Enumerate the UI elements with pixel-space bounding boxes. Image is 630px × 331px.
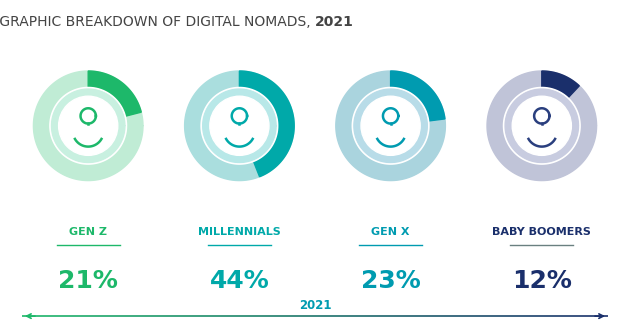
Polygon shape — [239, 71, 294, 177]
Polygon shape — [33, 71, 143, 181]
Text: DEMOGRAPHIC BREAKDOWN OF DIGITAL NOMADS,: DEMOGRAPHIC BREAKDOWN OF DIGITAL NOMADS, — [0, 15, 315, 29]
Polygon shape — [203, 89, 276, 163]
Circle shape — [59, 96, 118, 155]
Text: 2021: 2021 — [299, 299, 331, 312]
Polygon shape — [391, 71, 445, 121]
Circle shape — [210, 96, 269, 155]
Polygon shape — [487, 71, 597, 181]
Text: 2021: 2021 — [315, 15, 354, 29]
Text: BABY BOOMERS: BABY BOOMERS — [493, 227, 591, 237]
Text: 21%: 21% — [58, 269, 118, 293]
Text: 23%: 23% — [361, 269, 420, 293]
Polygon shape — [503, 87, 580, 164]
Text: MILLENNIALS: MILLENNIALS — [198, 227, 281, 237]
Text: 44%: 44% — [210, 269, 269, 293]
Text: 12%: 12% — [512, 269, 572, 293]
Polygon shape — [505, 89, 578, 163]
Text: GEN Z: GEN Z — [69, 227, 107, 237]
Circle shape — [512, 96, 571, 155]
Polygon shape — [201, 87, 278, 164]
Polygon shape — [542, 71, 580, 98]
Polygon shape — [352, 87, 429, 164]
Text: GEN X: GEN X — [371, 227, 410, 237]
Polygon shape — [336, 71, 445, 181]
Polygon shape — [88, 71, 141, 116]
Polygon shape — [52, 89, 125, 163]
Polygon shape — [354, 89, 427, 163]
Polygon shape — [50, 87, 127, 164]
Circle shape — [361, 96, 420, 155]
Polygon shape — [185, 71, 294, 181]
